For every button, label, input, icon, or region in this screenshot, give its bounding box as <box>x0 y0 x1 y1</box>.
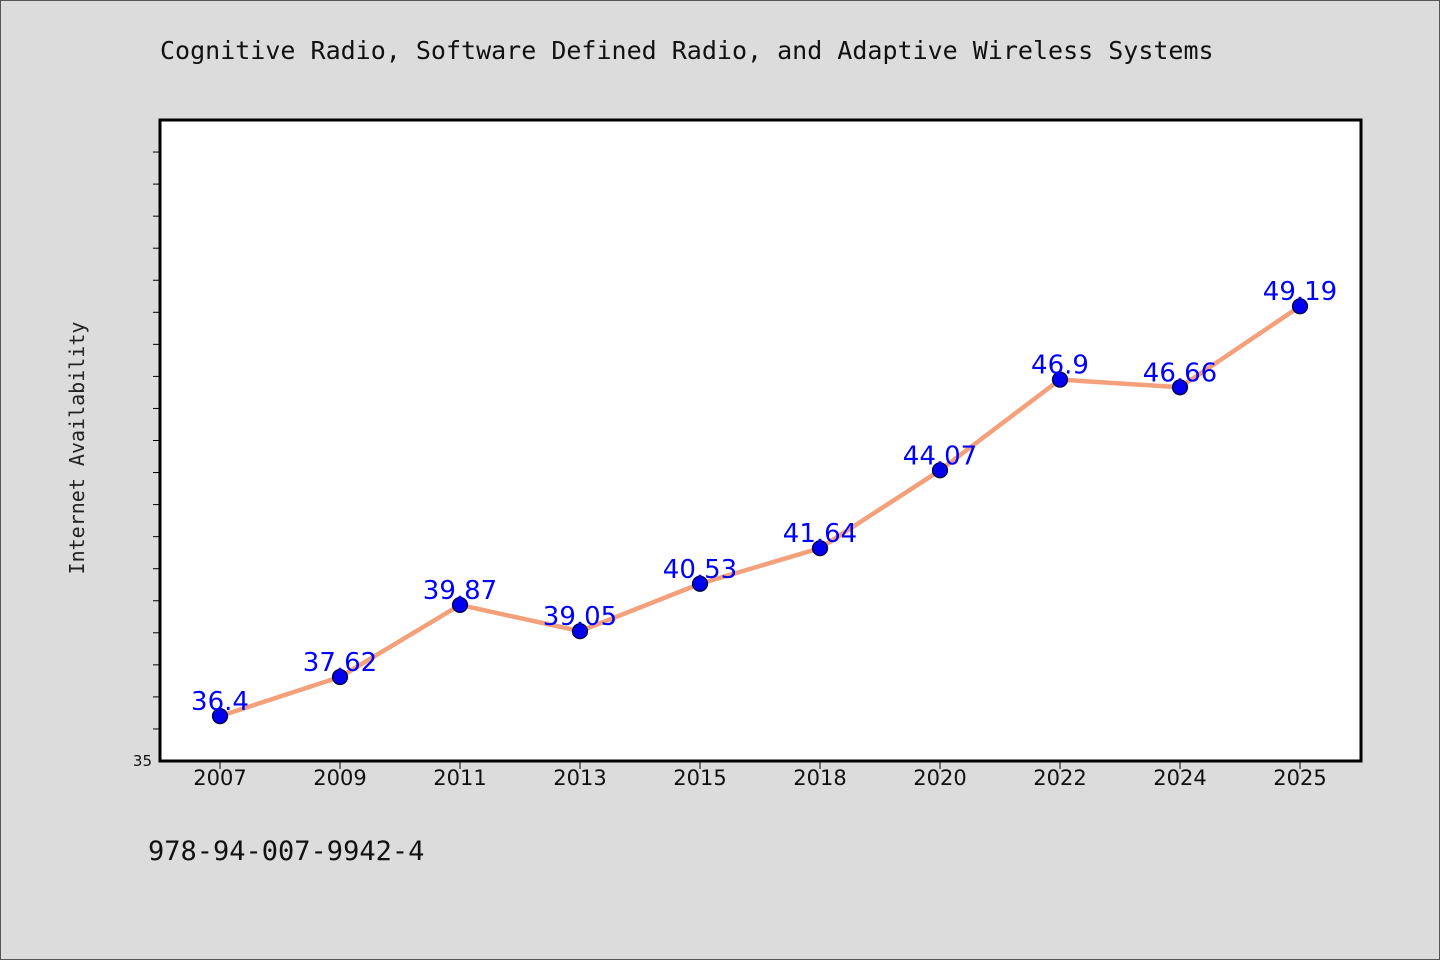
data-point <box>211 708 229 725</box>
data-label: 46.66 <box>1143 358 1217 388</box>
x-tick-label: 2022 <box>1033 766 1086 790</box>
x-tick-label: 2018 <box>793 766 846 790</box>
data-label: 46.9 <box>1031 351 1089 381</box>
data-point <box>811 540 829 557</box>
data-label: 37.62 <box>303 648 377 678</box>
x-tick-label: 2009 <box>313 766 366 790</box>
x-tick-label: 2007 <box>193 766 246 790</box>
data-point <box>931 462 949 479</box>
data-point <box>691 575 709 592</box>
x-tick-label: 2015 <box>673 766 726 790</box>
data-point <box>331 668 349 686</box>
chart-title: Cognitive Radio, Software Defined Radio,… <box>160 36 1214 65</box>
data-label: 41.64 <box>783 519 857 549</box>
y-tick-label: 35 <box>133 752 152 770</box>
data-label: 40.53 <box>663 555 737 585</box>
data-point <box>1051 371 1069 388</box>
data-label: 44.07 <box>903 441 977 471</box>
data-label: 39.05 <box>543 602 617 632</box>
data-point <box>1171 379 1189 396</box>
x-tick-label: 2025 <box>1273 766 1326 790</box>
data-point <box>451 596 469 614</box>
x-tick-label: 2020 <box>913 766 966 790</box>
x-tick-label: 2013 <box>553 766 606 790</box>
plot-area <box>158 118 1363 763</box>
data-point <box>1291 298 1309 315</box>
data-label: 36.4 <box>191 687 249 717</box>
x-tick-label: 2024 <box>1153 766 1206 790</box>
data-point <box>571 623 589 640</box>
series-line <box>219 304 1302 719</box>
data-label: 49.19 <box>1263 277 1337 307</box>
data-label: 39.87 <box>423 576 497 606</box>
isbn-footer: 978-94-007-9942-4 <box>148 836 425 867</box>
x-tick-label: 2011 <box>433 766 486 790</box>
